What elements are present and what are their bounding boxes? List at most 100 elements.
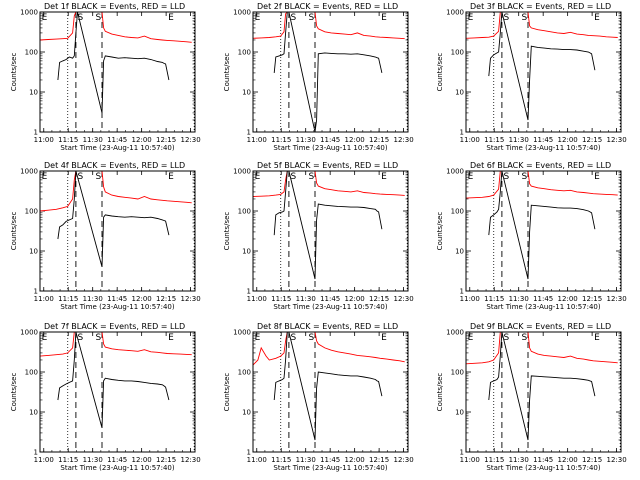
y-tick-label: 1 — [34, 129, 38, 137]
marker-label: E — [594, 13, 600, 23]
panel-title: Det 7f BLACK = Events, RED = LLD — [44, 322, 185, 331]
plot-frame — [39, 170, 196, 292]
panel-6: Det 6f BLACK = Events, RED = LLD 11:00 11:… — [436, 161, 627, 311]
x-tick-label: 11:45 — [320, 136, 340, 144]
series-lld — [252, 331, 405, 366]
plot-frame — [465, 331, 622, 453]
x-tick-label: 12:15 — [582, 136, 602, 144]
marker-label: S — [291, 13, 297, 23]
x-tick-label: 12:30 — [607, 136, 627, 144]
marker-label: E — [42, 333, 48, 343]
y-tick-label: 1 — [247, 129, 251, 137]
x-tick-label: 11:15 — [271, 456, 291, 464]
x-tick-label: 11:30 — [509, 136, 529, 144]
series-events — [57, 170, 170, 268]
panel-title: Det 6f BLACK = Events, RED = LLD — [470, 161, 611, 170]
y-tick-label: 1000 — [233, 168, 251, 176]
y-tick-label: 10 — [455, 409, 464, 417]
marker-label: E — [168, 13, 174, 23]
y-tick-label: 1 — [460, 449, 464, 457]
y-axis-label: Counts/sec — [223, 212, 231, 251]
marker-label: E — [255, 172, 261, 182]
x-tick-label: 12:30 — [394, 295, 414, 303]
x-tick-label: 12:00 — [132, 136, 152, 144]
marker-label: E — [381, 13, 387, 23]
x-tick-label: 12:00 — [345, 295, 365, 303]
x-tick-label: 11:45 — [533, 295, 553, 303]
series-lld — [465, 11, 618, 39]
y-tick-label: 100 — [25, 49, 38, 57]
series-events — [488, 331, 596, 441]
marker-label: S — [78, 172, 84, 182]
x-tick-label: 11:30 — [83, 136, 103, 144]
marker-label: E — [42, 172, 48, 182]
x-tick-label: 12:00 — [558, 456, 578, 464]
y-axis-label: Counts/sec — [223, 373, 231, 412]
y-tick-label: 1000 — [20, 329, 38, 337]
y-tick-label: 1 — [34, 288, 38, 296]
x-tick-label: 11:15 — [271, 136, 291, 144]
x-tick-label: 11:00 — [34, 456, 54, 464]
x-tick-label: 11:45 — [107, 136, 127, 144]
y-tick-label: 10 — [29, 409, 38, 417]
marker-label: S — [95, 333, 101, 343]
panel-title: Det 5f BLACK = Events, RED = LLD — [257, 161, 398, 170]
y-axis-label: Counts/sec — [10, 53, 18, 92]
marker-label: S — [291, 172, 297, 182]
panel-7: Det 7f BLACK = Events, RED = LLD 11:00 11:… — [10, 322, 201, 472]
x-axis-label: Start Time (23-Aug-11 10:57:40) — [60, 303, 174, 311]
y-tick-label: 1000 — [446, 168, 464, 176]
panel-title: Det 9f BLACK = Events, RED = LLD — [470, 322, 611, 331]
marker-label: S — [78, 333, 84, 343]
x-tick-label: 11:15 — [484, 295, 504, 303]
marker-label: E — [468, 333, 474, 343]
x-tick-label: 12:00 — [345, 456, 365, 464]
series-events — [273, 170, 383, 280]
x-tick-label: 12:30 — [394, 136, 414, 144]
y-tick-label: 1 — [247, 288, 251, 296]
x-tick-label: 12:15 — [582, 295, 602, 303]
plot-frame — [39, 11, 196, 133]
marker-label: E — [42, 13, 48, 23]
x-tick-label: 11:00 — [247, 295, 267, 303]
y-tick-label: 1000 — [446, 329, 464, 337]
y-tick-label: 10 — [242, 89, 251, 97]
y-tick-label: 100 — [238, 49, 251, 57]
y-tick-label: 1 — [460, 288, 464, 296]
marker-label: S — [78, 13, 84, 23]
x-tick-label: 12:30 — [181, 456, 201, 464]
panel-title: Det 3f BLACK = Events, RED = LLD — [470, 2, 611, 11]
marker-label: E — [255, 13, 261, 23]
x-axis-label: Start Time (23-Aug-11 10:57:40) — [486, 144, 600, 152]
panel-1: Det 1f BLACK = Events, RED = LLD 11:00 11:… — [10, 2, 201, 152]
marker-label: E — [468, 172, 474, 182]
x-tick-label: 12:00 — [558, 136, 578, 144]
x-axis-label: Start Time (23-Aug-11 10:57:40) — [486, 303, 600, 311]
marker-label: S — [95, 172, 101, 182]
y-tick-label: 1 — [460, 129, 464, 137]
panel-title: Det 4f BLACK = Events, RED = LLD — [44, 161, 185, 170]
y-tick-label: 100 — [451, 208, 464, 216]
x-tick-label: 11:15 — [484, 456, 504, 464]
marker-label: S — [95, 13, 101, 23]
x-tick-label: 12:15 — [369, 456, 389, 464]
x-tick-label: 11:45 — [533, 456, 553, 464]
series-events — [273, 331, 383, 441]
series-lld — [39, 170, 192, 212]
x-tick-label: 11:15 — [58, 136, 78, 144]
x-tick-label: 11:30 — [509, 456, 529, 464]
x-tick-label: 11:00 — [34, 295, 54, 303]
plot-frame — [252, 331, 409, 453]
panel-title: Det 8f BLACK = Events, RED = LLD — [257, 322, 398, 331]
series-lld — [465, 331, 618, 365]
marker-label: S — [308, 333, 314, 343]
y-tick-label: 100 — [238, 208, 251, 216]
x-tick-label: 12:15 — [156, 136, 176, 144]
x-axis-label: Start Time (23-Aug-11 10:57:40) — [273, 303, 387, 311]
panel-title: Det 1f BLACK = Events, RED = LLD — [44, 2, 185, 11]
marker-label: S — [291, 333, 297, 343]
series-lld — [252, 11, 405, 40]
series-lld — [39, 331, 192, 357]
x-tick-label: 11:30 — [296, 295, 316, 303]
